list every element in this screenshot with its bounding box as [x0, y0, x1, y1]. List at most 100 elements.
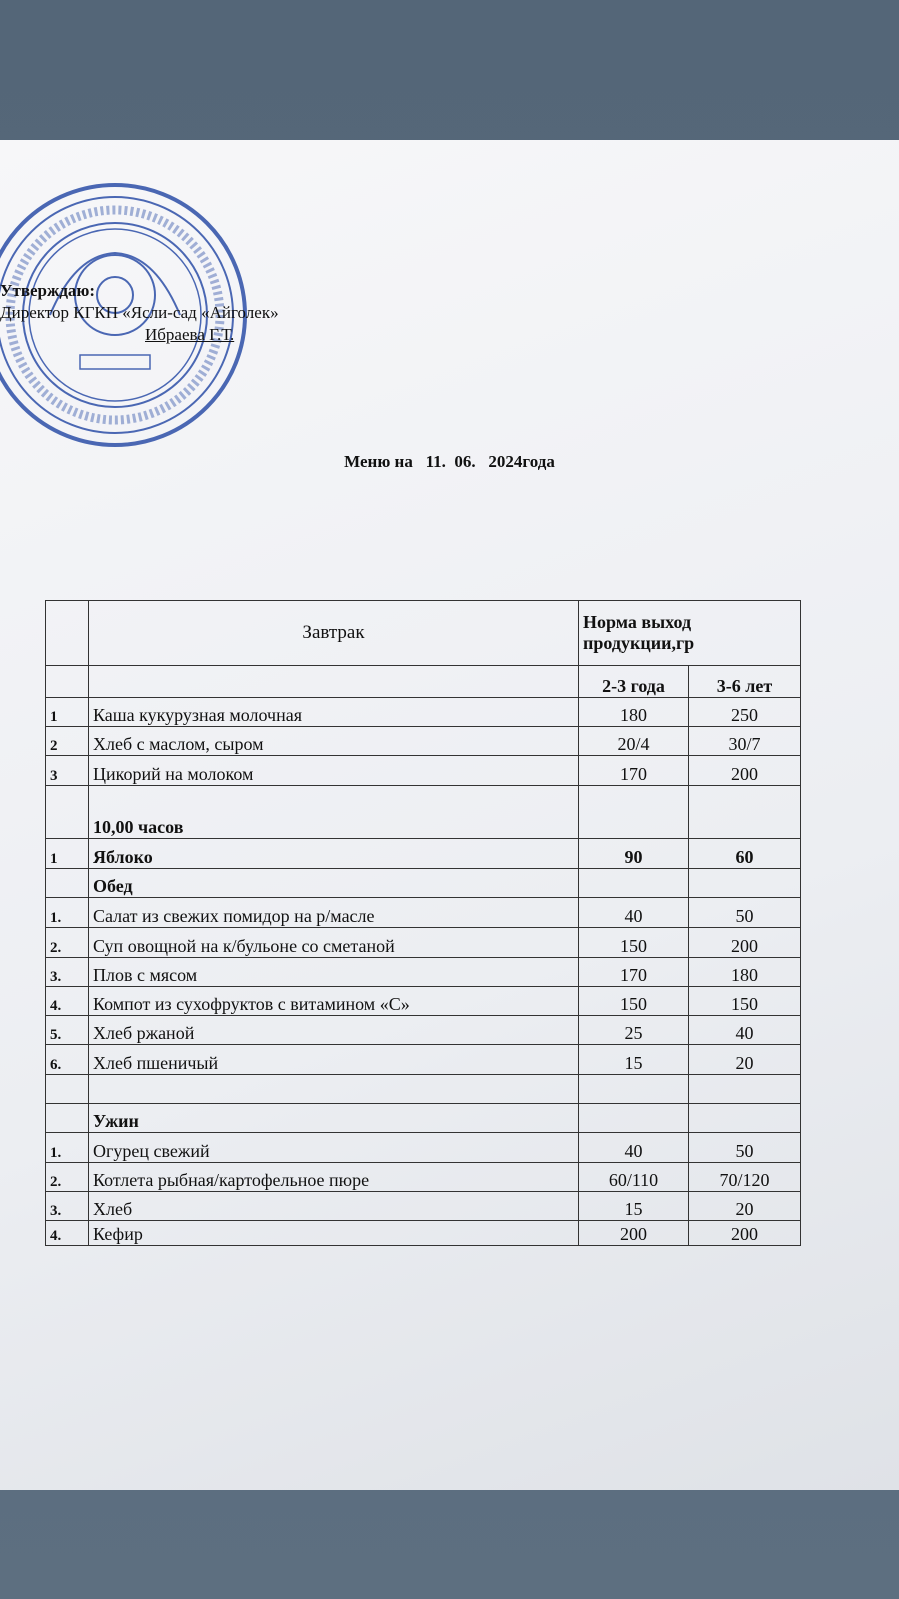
- portion-2-3: 200: [578, 1220, 689, 1246]
- item-number: 2.: [45, 927, 89, 958]
- item-number: 4.: [45, 1220, 89, 1246]
- menu-row: 6. Хлеб пшеничый 15 20: [45, 1044, 802, 1075]
- menu-row: 5. Хлеб ржаной 25 40: [45, 1015, 802, 1045]
- item-number: 1.: [45, 1132, 89, 1163]
- item-name: Хлеб пшеничый: [88, 1044, 579, 1075]
- portion-2-3: 150: [578, 927, 689, 958]
- age-header: 2-3 года: [578, 665, 689, 698]
- item-name: Яблоко: [88, 838, 579, 869]
- item-number: 6.: [45, 1044, 89, 1075]
- menu-row: 2. Суп овощной на к/бульоне со сметаной 15…: [45, 927, 802, 958]
- item-name: Ужин: [88, 1103, 579, 1133]
- menu-row: Ужин: [45, 1103, 802, 1133]
- portion-2-3: 180: [578, 697, 689, 727]
- menu-row: 1. Огурец свежий 40 50: [45, 1132, 802, 1163]
- subheader-row: 2-3 года 3-6 лет: [45, 665, 802, 698]
- menu-row: 1. Салат из свежих помидор на р/масле 40 50: [45, 897, 802, 928]
- item-number: 2.: [45, 1162, 89, 1192]
- item-name: Цикорий на молоком: [88, 755, 579, 786]
- portion-3-6: 250: [687, 697, 802, 727]
- item-name: Хлеб: [88, 1191, 579, 1221]
- portion-3-6: 20: [687, 1191, 802, 1221]
- item-number: 5.: [45, 1015, 89, 1045]
- portion-2-3: 15: [578, 1191, 689, 1221]
- item-number: 1.: [45, 897, 89, 928]
- menu-row: Обед: [45, 868, 802, 898]
- portion-3-6: 50: [687, 1132, 802, 1163]
- menu-table: Завтрак Норма выход продукции,гр 2-3 года 3…: [45, 600, 802, 1246]
- portion-3-6: 60: [687, 838, 802, 869]
- stamp: [0, 183, 247, 447]
- item-name: Хлеб с маслом, сыром: [88, 726, 579, 756]
- portion-3-6: 200: [687, 927, 802, 958]
- item-name: Каша кукурузная молочная: [88, 697, 579, 727]
- item-name: Огурец свежий: [88, 1132, 579, 1163]
- portion-2-3: 40: [578, 897, 689, 928]
- portion-2-3: [578, 785, 689, 839]
- header-cell: Норма выход продукции,гр: [577, 600, 802, 666]
- menu-row: 3. Плов с мясом 170 180: [45, 957, 802, 987]
- portion-3-6: 70/120: [687, 1162, 802, 1192]
- item-name: Компот из сухофруктов с витамином «С»: [88, 986, 579, 1016]
- portion-2-3: [578, 1074, 689, 1104]
- portion-3-6: [687, 785, 802, 839]
- menu-row: 3 Цикорий на молоком 170 200: [45, 755, 802, 786]
- portion-3-6: 20: [687, 1044, 802, 1075]
- menu-row: 10,00 часов: [45, 785, 802, 839]
- menu-row: 4. Компот из сухофруктов с витамином «С» 1…: [45, 986, 802, 1016]
- portion-2-3: 20/4: [578, 726, 689, 756]
- portion-2-3: 15: [578, 1044, 689, 1075]
- item-number: [45, 1103, 89, 1133]
- item-number: 3.: [45, 957, 89, 987]
- portion-3-6: [687, 1074, 802, 1104]
- menu-row: 1 Яблоко 90 60: [45, 838, 802, 869]
- item-number: [45, 868, 89, 898]
- header-row: Завтрак Норма выход продукции,гр: [45, 600, 802, 666]
- item-number: 3: [45, 755, 89, 786]
- item-name: Салат из свежих помидор на р/масле: [88, 897, 579, 928]
- portion-2-3: 40: [578, 1132, 689, 1163]
- item-number: 2: [45, 726, 89, 756]
- item-number: 1: [45, 838, 89, 869]
- empty-cell: [45, 600, 89, 666]
- portion-3-6: 150: [687, 986, 802, 1016]
- item-number: 1: [45, 697, 89, 727]
- approval-block: Утверждаю: Директор КГКП «Ясли-сад «Айго…: [0, 280, 279, 346]
- empty-cell: [88, 665, 579, 698]
- item-name: Хлеб ржаной: [88, 1015, 579, 1045]
- portion-2-3: 25: [578, 1015, 689, 1045]
- item-name: Обед: [88, 868, 579, 898]
- portion-3-6: 180: [687, 957, 802, 987]
- age-header: 3-6 лет: [687, 665, 802, 698]
- item-name: [88, 1074, 579, 1104]
- portion-2-3: 60/110: [578, 1162, 689, 1192]
- portion-2-3: [578, 1103, 689, 1133]
- portion-3-6: 40: [687, 1015, 802, 1045]
- empty-cell: [45, 665, 89, 698]
- portion-2-3: 170: [578, 755, 689, 786]
- item-number: [45, 785, 89, 839]
- portion-3-6: [687, 868, 802, 898]
- portion-2-3: 150: [578, 986, 689, 1016]
- menu-row: 1 Каша кукурузная молочная 180 250: [45, 697, 802, 727]
- portion-2-3: [578, 868, 689, 898]
- portion-3-6: [687, 1103, 802, 1133]
- portion-2-3: 170: [578, 957, 689, 987]
- director-line: Директор КГКП «Ясли-сад «Айголек»: [0, 303, 279, 322]
- portion-3-6: 50: [687, 897, 802, 928]
- portion-3-6: 30/7: [687, 726, 802, 756]
- item-name: Котлета рыбная/картофельное пюре: [88, 1162, 579, 1192]
- portion-2-3: 90: [578, 838, 689, 869]
- portion-3-6: 200: [687, 1220, 802, 1246]
- item-name: 10,00 часов: [88, 785, 579, 839]
- signature: Ибраева Г.Т.: [145, 325, 235, 344]
- item-name: Суп овощной на к/бульоне со сметаной: [88, 927, 579, 958]
- item-number: 3.: [45, 1191, 89, 1221]
- item-name: Плов с мясом: [88, 957, 579, 987]
- approve-label: Утверждаю:: [0, 281, 96, 300]
- menu-row: 3. Хлеб 15 20: [45, 1191, 802, 1221]
- item-number: [45, 1074, 89, 1104]
- menu-row: 2. Котлета рыбная/картофельное пюре 60/110…: [45, 1162, 802, 1192]
- item-number: 4.: [45, 986, 89, 1016]
